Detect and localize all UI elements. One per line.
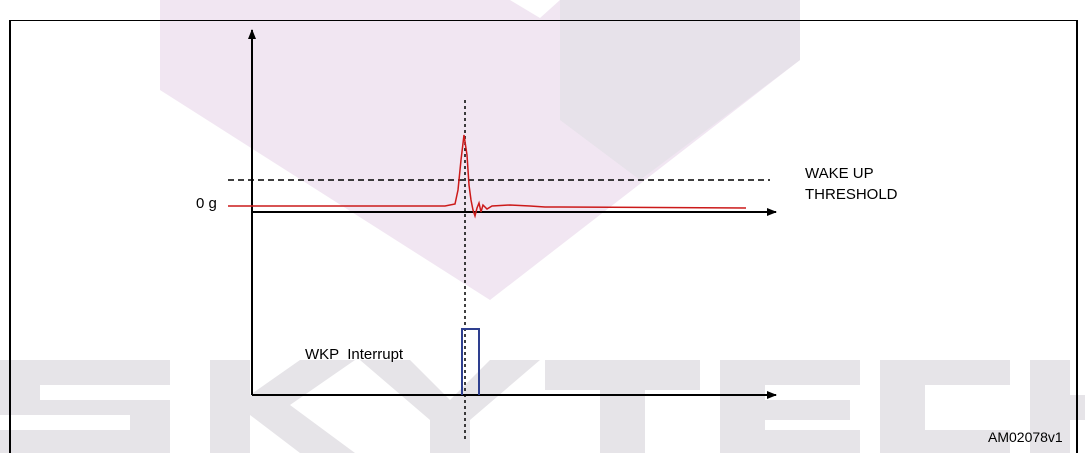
zero-g-label: 0 g (196, 195, 217, 212)
wake-up-label: WAKE UP (805, 165, 874, 182)
figure-frame (9, 20, 1078, 453)
acceleration-signal (228, 134, 747, 219)
threshold-label: THRESHOLD (805, 186, 898, 203)
figure-code-label: AM02078v1 (988, 429, 1063, 445)
wkp-interrupt-pulse (461, 328, 480, 395)
wkp-interrupt-label: WKP Interrupt (305, 346, 404, 363)
